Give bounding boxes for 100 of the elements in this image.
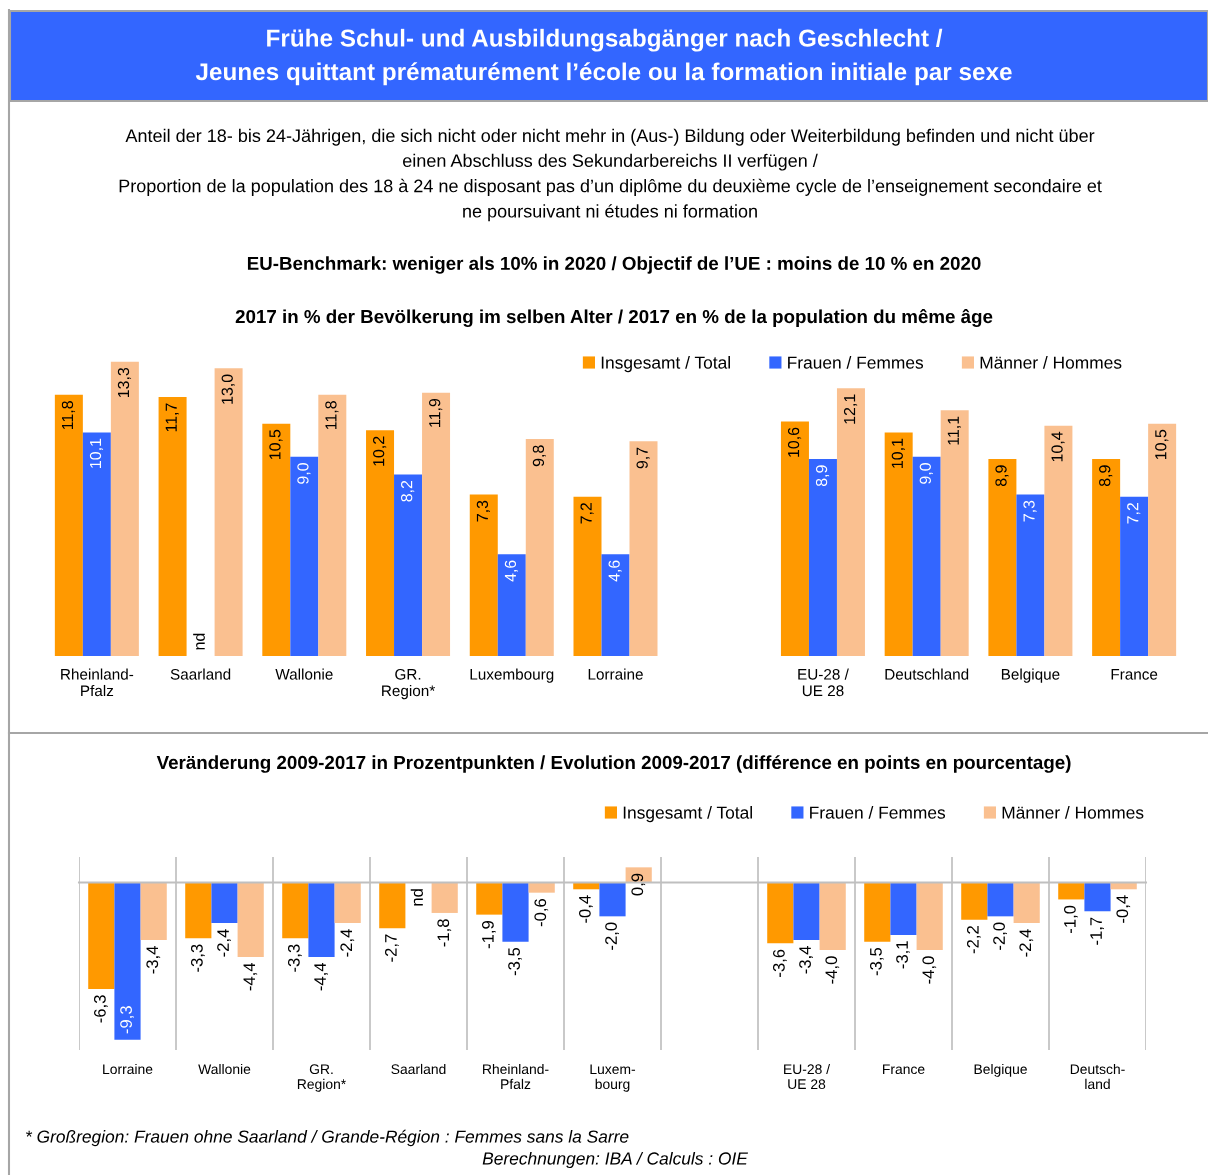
- bar: [54, 394, 83, 656]
- x-tick-label: GR. Region*: [297, 1064, 346, 1092]
- legend-label: Frauen / Femmes: [788, 356, 924, 369]
- bar: [912, 456, 941, 656]
- data-label: 8,9: [1099, 465, 1113, 487]
- legend-label: Frauen / Femmes: [810, 806, 946, 819]
- text: 2017 in % der Bevölkerung im selben Alter / 2017 en % de la population du même âge: [235, 309, 993, 327]
- data-label: 8,2: [401, 480, 415, 502]
- bar: [940, 410, 969, 656]
- bar: [1016, 494, 1045, 656]
- data-label: 9,0: [919, 463, 933, 484]
- data-label: -2,4: [340, 929, 355, 957]
- legend-label: Insgesamt / Total: [623, 806, 752, 823]
- data-label: 8,9: [815, 465, 830, 487]
- data-label: -1,7: [1090, 917, 1104, 945]
- bar: [1092, 459, 1121, 656]
- data-label: -3,3: [287, 944, 302, 972]
- data-label: -2,4: [217, 929, 231, 957]
- x-tick-label: GR. Region*: [382, 668, 435, 700]
- data-label: -3,6: [772, 949, 787, 977]
- bar: [422, 392, 451, 656]
- data-label: 11,9: [429, 398, 443, 427]
- data-label: 10,4: [1051, 431, 1065, 462]
- bar: [290, 456, 319, 656]
- data-label: -2,4: [1019, 929, 1034, 957]
- x-tick-label: EU-28 / UE 28: [798, 668, 849, 697]
- x-tick-label: France: [1111, 669, 1158, 680]
- x-tick-label: Saarland: [391, 1063, 446, 1075]
- bar: [836, 388, 865, 656]
- data-label: 9,7: [636, 447, 650, 469]
- x-tick-label: France: [883, 1064, 925, 1075]
- x-tick-label: Saarland: [170, 668, 231, 680]
- data-label: -4,0: [922, 956, 937, 984]
- text: nd: [193, 633, 205, 650]
- data-label: 7,2: [1127, 503, 1141, 524]
- data-label: -6,3: [93, 995, 108, 1023]
- data-label: 12,1: [843, 394, 858, 424]
- x-tick-label: Luxembourg: [470, 668, 554, 683]
- data-label: -2,7: [384, 934, 399, 962]
- data-label: -4,4: [314, 962, 328, 991]
- bar: [497, 554, 526, 656]
- bar: [1120, 496, 1149, 656]
- data-label: 11,8: [61, 401, 76, 430]
- bar: [469, 494, 498, 656]
- data-label: -4,4: [243, 962, 258, 991]
- bar: [601, 554, 630, 656]
- data-label: 9,8: [532, 445, 546, 467]
- data-label: 7,3: [476, 500, 490, 522]
- data-label: -9,3: [120, 1006, 134, 1034]
- data-label: 11,7: [165, 403, 179, 432]
- x-tick-label: Lorraine: [103, 1063, 153, 1075]
- data-label: -3,1: [896, 941, 910, 969]
- data-label: 13,3: [117, 367, 132, 398]
- data-label: -2,0: [605, 922, 619, 950]
- data-label: 10,1: [89, 438, 104, 468]
- bar: [318, 394, 347, 656]
- chart-subtitle: Anteil der 18- bis 24-Jährigen, die sich nicht oder nicht mehr in (Aus-) Bildung oder Weiterbildung befinden und nicht über einen Abschluss des Sekundarbereichs II verfügen / Proportion de la population des 18 à 24 ne disposant pas d’un diplôme du deuxième cycle de l’enseignement secondaire et ne poursuivant ni études ni formation: [119, 128, 1102, 222]
- data-label: -4,0: [825, 956, 840, 984]
- bar: [629, 441, 658, 656]
- x-tick-label: Rheinland- Pfalz: [61, 668, 134, 697]
- data-label: -3,4: [799, 946, 813, 974]
- x-tick-label: Lorraine: [588, 668, 643, 680]
- data-label: -3,5: [508, 947, 522, 976]
- data-label: -2,0: [993, 922, 1007, 950]
- data-label: -1,8: [437, 919, 452, 947]
- data-label: -3,3: [190, 944, 205, 972]
- legend-label: Männer / Hommes: [980, 356, 1122, 369]
- bar: [158, 397, 187, 656]
- data-label: 4,6: [608, 560, 622, 582]
- text: * Großregion: Frauen ohne Saarland / Grande-Région : Femmes sans la Sarre: [26, 1129, 629, 1147]
- bar: [110, 361, 139, 656]
- data-label: -3,5: [869, 947, 884, 976]
- data-label: -0,4: [1116, 895, 1131, 923]
- data-label: 10,5: [269, 429, 283, 460]
- data-label: 0,9: [631, 873, 646, 896]
- bar: [1044, 425, 1073, 656]
- legend-label: Insgesamt / Total: [601, 356, 730, 373]
- data-label: 8,9: [995, 465, 1009, 487]
- text: EU-Benchmark: weniger als 10% in 2020 / Objectif de l’UE : moins de 10 % en 2020: [247, 256, 981, 274]
- data-label: 10,2: [373, 436, 387, 466]
- bar: [214, 368, 243, 656]
- data-label: 10,6: [787, 427, 802, 457]
- bar: [262, 423, 291, 656]
- chart-title: Veränderung 2009-2017 in Prozentpunkten / Evolution 2009-2017 (différence en points en pourcentage): [156, 755, 1071, 773]
- data-label: -2,2: [966, 926, 981, 954]
- data-label: -0,4: [578, 895, 593, 923]
- bar: [366, 430, 395, 656]
- data-label: 9,0: [297, 463, 311, 484]
- bar: [573, 496, 602, 656]
- chart-title: Frühe Schul- und Ausbildungsabgänger nach Geschlecht / Jeunes quittant prématurément l’école ou la formation initiale par sexe: [195, 28, 1012, 86]
- data-label: 13,0: [221, 374, 235, 404]
- bar: [82, 432, 111, 656]
- x-tick-label: Luxem- bourg: [590, 1064, 636, 1092]
- data-label: 7,3: [1023, 500, 1037, 522]
- text: Berechnungen: IBA / Calculs : OIE: [482, 1151, 749, 1169]
- data-label: 11,8: [325, 401, 339, 430]
- x-tick-label: Rheinland- Pfalz: [483, 1063, 549, 1090]
- legend-label: Männer / Hommes: [1002, 806, 1144, 819]
- bar: [394, 474, 423, 656]
- data-label: -0,6: [534, 898, 549, 927]
